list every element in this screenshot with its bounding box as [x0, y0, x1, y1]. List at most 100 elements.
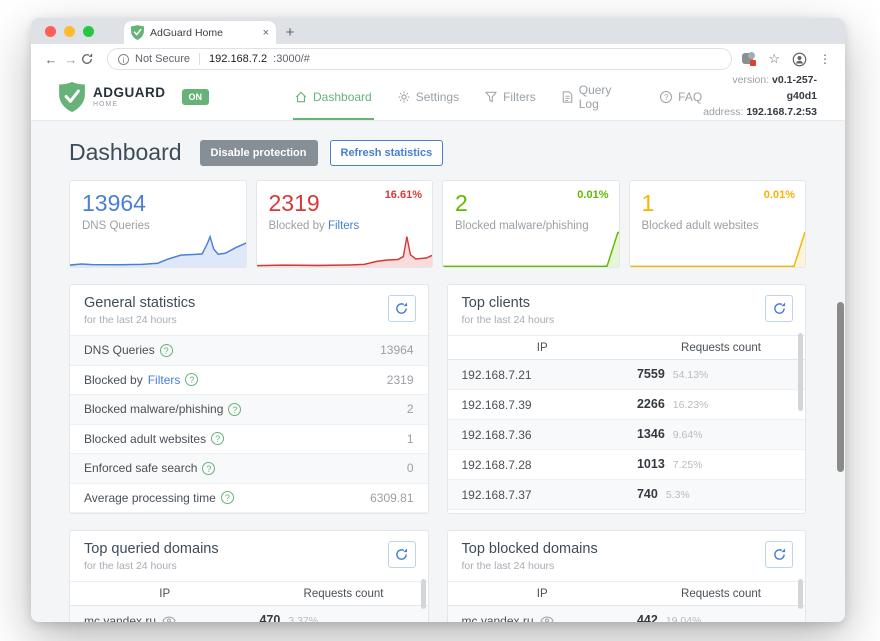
- dashboard-page: Dashboard Disable protection Refresh sta…: [31, 121, 845, 622]
- top-queried-table-header: IP Requests count: [70, 582, 428, 606]
- dns-queries-label: DNS Queries: [82, 220, 150, 232]
- new-tab-button[interactable]: +: [285, 24, 295, 41]
- refresh-top-blocked-button[interactable]: [765, 541, 793, 568]
- nav-faq[interactable]: ? FAQ: [660, 74, 702, 120]
- blocked-malware-value: 2: [455, 190, 468, 216]
- blocked-filters-value: 2319: [268, 190, 320, 216]
- blocked-adult-value: 1: [641, 190, 655, 216]
- filters-link[interactable]: Filters: [327, 220, 360, 232]
- adguard-logo[interactable]: ADGUARD HOME ON: [59, 82, 209, 112]
- logo-subtitle: HOME: [93, 101, 118, 109]
- disable-protection-button[interactable]: Disable protection: [199, 139, 318, 166]
- url-path: :3000/#: [273, 53, 310, 65]
- client-row: 192.168.7.21 7559 54.13%: [447, 360, 805, 390]
- general-statistics-title: General statistics: [84, 295, 196, 311]
- page-info-icon[interactable]: i: [118, 53, 129, 65]
- browser-menu-icon[interactable]: ⋮: [819, 52, 831, 66]
- stat-row-blocked-malware: Blocked malware/phishing? 2: [70, 395, 428, 425]
- general-statistics-subtitle: for the last 24 hours: [84, 314, 177, 326]
- card-blocked-malware: 0.01% 2 Blocked malware/phishing: [442, 180, 620, 268]
- settings-gear-icon: [398, 91, 410, 103]
- help-icon[interactable]: ?: [220, 491, 234, 505]
- browser-toolbar: ← → i Not Secure 192.168.7.2:3000/# ☆ ⋮: [31, 44, 845, 74]
- blocked-malware-sparkline: [442, 231, 619, 267]
- window-controls: [45, 18, 94, 44]
- eye-icon[interactable]: [162, 616, 176, 622]
- page-scrollbar[interactable]: [837, 302, 844, 472]
- filters-funnel-icon: [485, 91, 497, 103]
- panel-scrollbar[interactable]: [420, 579, 426, 609]
- address-bar[interactable]: i Not Secure 192.168.7.2:3000/#: [107, 48, 733, 70]
- nav-settings[interactable]: Settings: [398, 74, 459, 120]
- panel-scrollbar[interactable]: [798, 333, 803, 411]
- adguard-shield-icon: [59, 82, 85, 112]
- eye-icon[interactable]: [539, 616, 554, 622]
- main-navigation: Dashboard Settings Filters: [293, 74, 702, 120]
- domain-row: mc.yandex.ru 470 3.37%: [70, 606, 428, 622]
- protection-on-badge: ON: [181, 89, 209, 105]
- toolbar-right-icons: ☆ ⋮: [742, 51, 835, 67]
- client-row: 192.168.7.39 2266 16.23%: [447, 390, 805, 420]
- stat-row-blocked-adult: Blocked adult websites? 1: [70, 425, 428, 454]
- fullscreen-window-button[interactable]: [83, 25, 94, 37]
- nav-dashboard[interactable]: Dashboard: [293, 74, 374, 120]
- help-icon[interactable]: ?: [159, 343, 173, 357]
- filters-link[interactable]: Filters: [147, 372, 181, 387]
- back-icon[interactable]: ←: [44, 51, 58, 67]
- client-row: 192.168.7.37 740 5.3%: [447, 480, 805, 510]
- dns-queries-value: 13964: [82, 190, 146, 216]
- nav-filters[interactable]: Filters: [485, 74, 536, 120]
- stat-cards: 13964 DNS Queries 16.61% 2319 Blocked by…: [69, 180, 806, 268]
- refresh-top-queried-button[interactable]: [387, 541, 416, 568]
- refresh-top-clients-button[interactable]: [765, 295, 793, 322]
- browser-tab-adguard[interactable]: AdGuard Home ×: [124, 21, 276, 44]
- not-secure-label: Not Secure: [135, 53, 191, 65]
- reload-icon[interactable]: [81, 53, 101, 65]
- browser-window: AdGuard Home × + ← → i Not Secure 192.16…: [31, 18, 845, 622]
- help-icon[interactable]: ?: [228, 402, 242, 416]
- omnibox-divider: [199, 53, 201, 65]
- help-icon[interactable]: ?: [185, 373, 199, 387]
- top-clients-subtitle: for the last 24 hours: [461, 314, 555, 326]
- bookmark-star-icon[interactable]: ☆: [768, 51, 780, 66]
- blocked-filters-label: Blocked by Filters: [268, 220, 360, 232]
- dashboard-home-icon: [295, 91, 307, 103]
- minimize-window-button[interactable]: [64, 25, 75, 37]
- domain-row: mc.yandex.ru 442 19.04%: [447, 606, 805, 622]
- stat-row-blocked-filters: Blocked by Filters? 2319: [70, 366, 428, 395]
- top-blocked-table-header: IP Requests count: [447, 582, 805, 606]
- panel-scrollbar[interactable]: [798, 579, 803, 609]
- adguard-header: ADGUARD HOME ON Dashboard Settings: [31, 74, 845, 121]
- refresh-statistics-button[interactable]: Refresh statistics: [329, 139, 444, 166]
- blocked-malware-label: Blocked malware/phishing: [455, 220, 589, 232]
- top-clients-panel: Top clients for the last 24 hours IP Req…: [446, 284, 806, 514]
- tab-title: AdGuard Home: [150, 26, 223, 39]
- profile-avatar-icon[interactable]: [792, 52, 807, 67]
- client-row: 192.168.7.36 1346 9.64%: [447, 420, 805, 450]
- blocked-filters-sparkline: [256, 236, 433, 267]
- blocked-adult-percent: 0.01%: [763, 189, 795, 201]
- top-clients-table-header: IP Requests count: [447, 336, 805, 360]
- card-blocked-adult: 0.01% 1 Blocked adult websites: [628, 180, 806, 268]
- forward-icon[interactable]: →: [64, 51, 78, 67]
- close-window-button[interactable]: [45, 25, 56, 37]
- client-row: 192.168.7.28 1013 7.25%: [447, 450, 805, 480]
- extension-badge: [750, 60, 757, 66]
- refresh-general-statistics-button[interactable]: [387, 295, 416, 322]
- blocked-adult-sparkline: [629, 231, 806, 267]
- tab-close-icon[interactable]: ×: [262, 26, 269, 39]
- help-icon[interactable]: ?: [211, 432, 225, 446]
- general-statistics-panel: General statistics for the last 24 hours…: [69, 284, 429, 514]
- blocked-adult-label: Blocked adult websites: [641, 220, 759, 232]
- blocked-malware-percent: 0.01%: [577, 189, 609, 201]
- nav-query-log[interactable]: Query Log: [562, 74, 634, 120]
- extension-icon[interactable]: [742, 52, 757, 66]
- help-icon[interactable]: ?: [202, 461, 216, 475]
- address-value: 192.168.7.2:53: [746, 105, 817, 118]
- version-info: version: v0.1-257-g40d1 address: 192.168…: [703, 74, 817, 118]
- top-blocked-subtitle: for the last 24 hours: [461, 560, 555, 572]
- query-log-document-icon: [562, 91, 573, 103]
- dns-queries-sparkline: [69, 234, 246, 267]
- browser-tabstrip: AdGuard Home × +: [31, 18, 845, 44]
- top-queried-domains-panel: Top queried domains for the last 24 hour…: [69, 530, 429, 622]
